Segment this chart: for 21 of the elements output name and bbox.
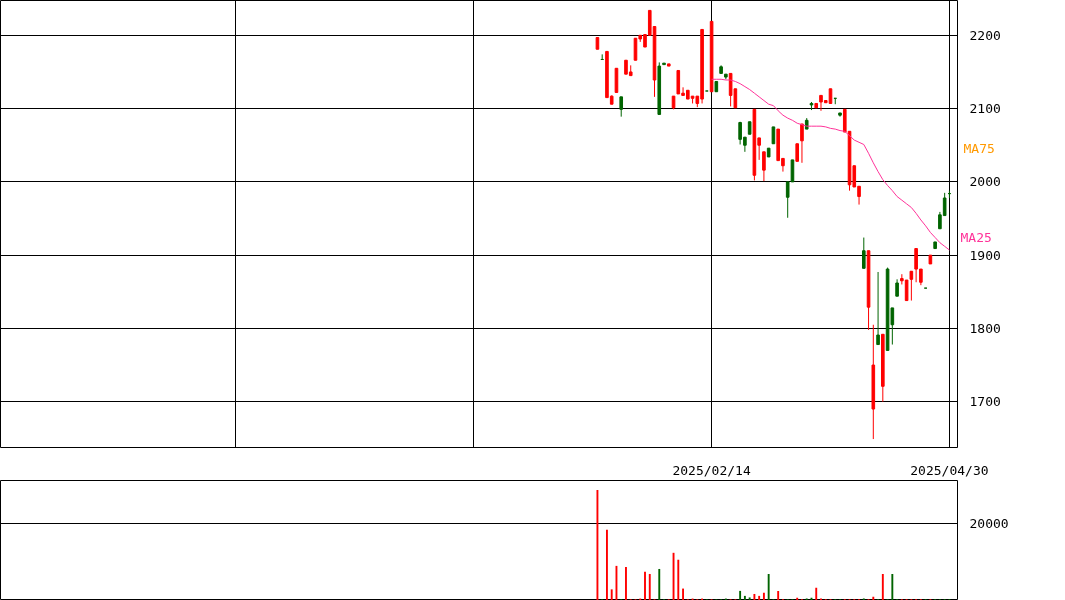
legend-label: MA75: [963, 140, 995, 156]
candlestick: [762, 151, 766, 182]
y-tick-label: 2000: [969, 174, 1001, 190]
candlestick: [676, 69, 681, 95]
candlestick: [619, 96, 624, 118]
candlestick: [904, 279, 909, 302]
candlestick: [633, 37, 638, 61]
candlestick: [728, 72, 733, 107]
y-tick-label: 1800: [969, 320, 1001, 336]
candlestick: [800, 123, 804, 164]
y-tick-label: 1700: [969, 394, 1001, 410]
y-tick-label: 2200: [969, 27, 1001, 43]
x-tick-label: 2025/04/30: [910, 462, 989, 478]
y-tick-label: 2100: [969, 101, 1001, 117]
candlestick: [876, 271, 880, 346]
y-tick-label: 1900: [969, 247, 1001, 263]
x-tick-label: 2025/02/14: [672, 462, 751, 478]
series-label: MA25: [960, 229, 992, 245]
y-tick-label: 20000: [969, 516, 1009, 532]
candlestick: [861, 237, 866, 269]
candlestick: [909, 270, 914, 302]
